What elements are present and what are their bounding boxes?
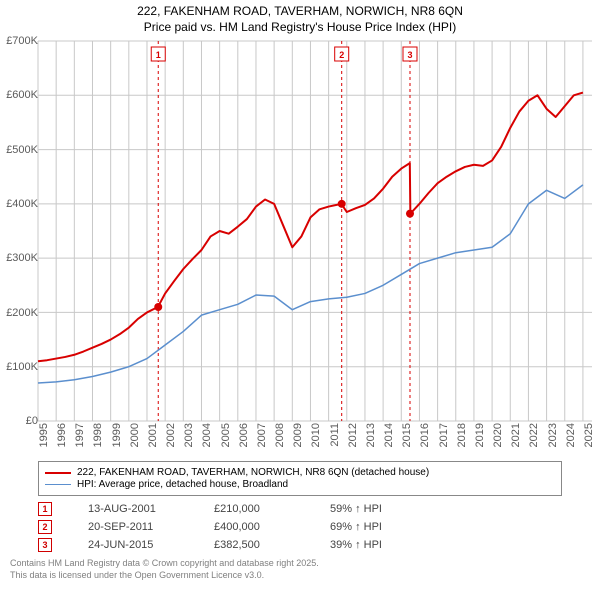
svg-text:3: 3	[407, 50, 412, 60]
markers-table: 1 13-AUG-2001 £210,000 59% ↑ HPI 2 20-SEP-201…	[38, 502, 562, 552]
y-tick-label: £200K	[6, 307, 38, 319]
legend: 222, FAKENHAM ROAD, TAVERHAM, NORWICH, N…	[38, 461, 562, 496]
footnote-line1: Contains HM Land Registry data © Crown c…	[10, 558, 562, 570]
x-tick-label: 1998	[92, 423, 104, 447]
y-tick-label: £500K	[6, 144, 38, 156]
marker-number-box: 2	[38, 520, 52, 534]
x-tick-label: 2012	[347, 423, 359, 447]
legend-label: HPI: Average price, detached house, Broa…	[77, 479, 288, 490]
svg-text:1: 1	[156, 50, 161, 60]
x-tick-label: 2017	[438, 423, 450, 447]
y-tick-label: £400K	[6, 198, 38, 210]
x-tick-label: 2019	[474, 423, 486, 447]
x-tick-label: 1996	[56, 423, 68, 447]
legend-item: 222, FAKENHAM ROAD, TAVERHAM, NORWICH, N…	[45, 467, 555, 478]
svg-text:2: 2	[339, 50, 344, 60]
x-tick-label: 2005	[220, 423, 232, 447]
x-tick-label: 2024	[565, 423, 577, 447]
x-tick-label: 2009	[292, 423, 304, 447]
x-tick-label: 2023	[547, 423, 559, 447]
x-tick-label: 2014	[383, 423, 395, 447]
x-tick-label: 2007	[256, 423, 268, 447]
legend-swatch	[45, 484, 71, 485]
y-tick-label: £0	[26, 415, 38, 427]
x-tick-label: 2025	[583, 423, 595, 447]
marker-price: £382,500	[214, 539, 294, 551]
x-tick-label: 1995	[38, 423, 50, 447]
marker-number-box: 3	[38, 538, 52, 552]
title-line2: Price paid vs. HM Land Registry's House …	[0, 20, 600, 36]
marker-date: 24-JUN-2015	[88, 539, 178, 551]
marker-date: 20-SEP-2011	[88, 521, 178, 533]
marker-price: £210,000	[214, 503, 294, 515]
footnote-line2: This data is licensed under the Open Gov…	[10, 570, 562, 582]
x-tick-label: 1997	[74, 423, 86, 447]
chart-svg: 1 2 3	[38, 41, 592, 421]
y-tick-label: £100K	[6, 361, 38, 373]
legend-swatch	[45, 472, 71, 474]
marker-hpi: 39% ↑ HPI	[330, 539, 382, 551]
chart-plot-area: 123 £0£100K£200K£300K£400K£500K£600K£700…	[38, 41, 592, 421]
x-tick-label: 2002	[165, 423, 177, 447]
x-tick-label: 2021	[510, 423, 522, 447]
marker-row: 1 13-AUG-2001 £210,000 59% ↑ HPI	[38, 502, 562, 516]
x-tick-label: 2020	[492, 423, 504, 447]
x-tick-label: 2018	[456, 423, 468, 447]
title-line1: 222, FAKENHAM ROAD, TAVERHAM, NORWICH, N…	[0, 4, 600, 20]
chart-title: 222, FAKENHAM ROAD, TAVERHAM, NORWICH, N…	[0, 0, 600, 35]
x-tick-label: 2003	[183, 423, 195, 447]
marker-hpi: 69% ↑ HPI	[330, 521, 382, 533]
x-tick-label: 2006	[238, 423, 250, 447]
y-tick-label: £700K	[6, 35, 38, 47]
x-axis-labels: 1995 1996 1997 1998 1999 2000 2001 2002 2003 2004…	[38, 421, 592, 457]
y-tick-label: £600K	[6, 89, 38, 101]
marker-row: 2 20-SEP-2011 £400,000 69% ↑ HPI	[38, 520, 562, 534]
legend-item: HPI: Average price, detached house, Broa…	[45, 479, 555, 490]
marker-price: £400,000	[214, 521, 294, 533]
x-tick-label: 2004	[201, 423, 213, 447]
marker-number-box: 1	[38, 502, 52, 516]
x-tick-label: 2001	[147, 423, 159, 447]
x-tick-label: 2016	[419, 423, 431, 447]
marker-hpi: 59% ↑ HPI	[330, 503, 382, 515]
x-tick-label: 2008	[274, 423, 286, 447]
y-tick-label: £300K	[6, 252, 38, 264]
x-tick-label: 2015	[401, 423, 413, 447]
legend-label: 222, FAKENHAM ROAD, TAVERHAM, NORWICH, N…	[77, 467, 429, 478]
x-tick-label: 2010	[310, 423, 322, 447]
x-tick-label: 2011	[329, 423, 341, 447]
x-tick-label: 2022	[528, 423, 540, 447]
x-tick-label: 2000	[129, 423, 141, 447]
marker-date: 13-AUG-2001	[88, 503, 178, 515]
footnote: Contains HM Land Registry data © Crown c…	[10, 558, 562, 581]
x-tick-label: 2013	[365, 423, 377, 447]
x-tick-label: 1999	[111, 423, 123, 447]
marker-row: 3 24-JUN-2015 £382,500 39% ↑ HPI	[38, 538, 562, 552]
